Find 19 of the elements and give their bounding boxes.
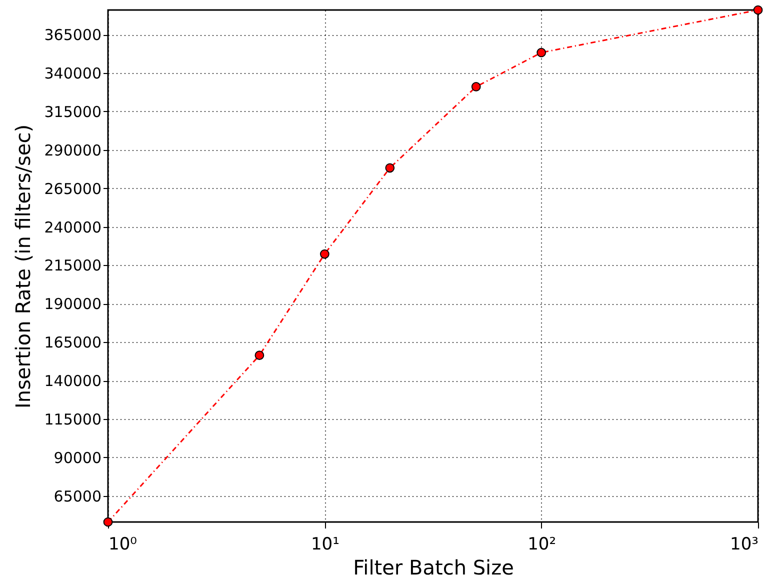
y-tick-label: 315000 (44, 102, 102, 121)
y-tick-label: 240000 (44, 218, 102, 236)
y-tick-label: 140000 (44, 372, 102, 390)
x-tick-label: 10³ (730, 534, 758, 554)
y-tick-label: 215000 (44, 256, 102, 275)
y-tick-label: 190000 (44, 295, 102, 314)
y-tick-label: 265000 (44, 180, 102, 198)
x-tick-label: 10¹ (310, 534, 340, 554)
y-tick-label: 115000 (44, 410, 102, 428)
x-tick-label: 10² (528, 534, 556, 554)
y-tick-label: 340000 (44, 64, 102, 83)
y-tick-label: 65000 (54, 487, 102, 506)
y-axis-title: Insertion Rate (in filters/sec) (11, 124, 36, 409)
x-tick-label: 10⁰ (108, 534, 138, 554)
y-tick-label: 290000 (44, 141, 102, 160)
y-tick-label: 90000 (54, 448, 102, 467)
y-tick-label: 365000 (44, 26, 102, 44)
x-axis-title: Filter Batch Size (353, 556, 514, 580)
y-tick-label: 165000 (44, 334, 102, 352)
